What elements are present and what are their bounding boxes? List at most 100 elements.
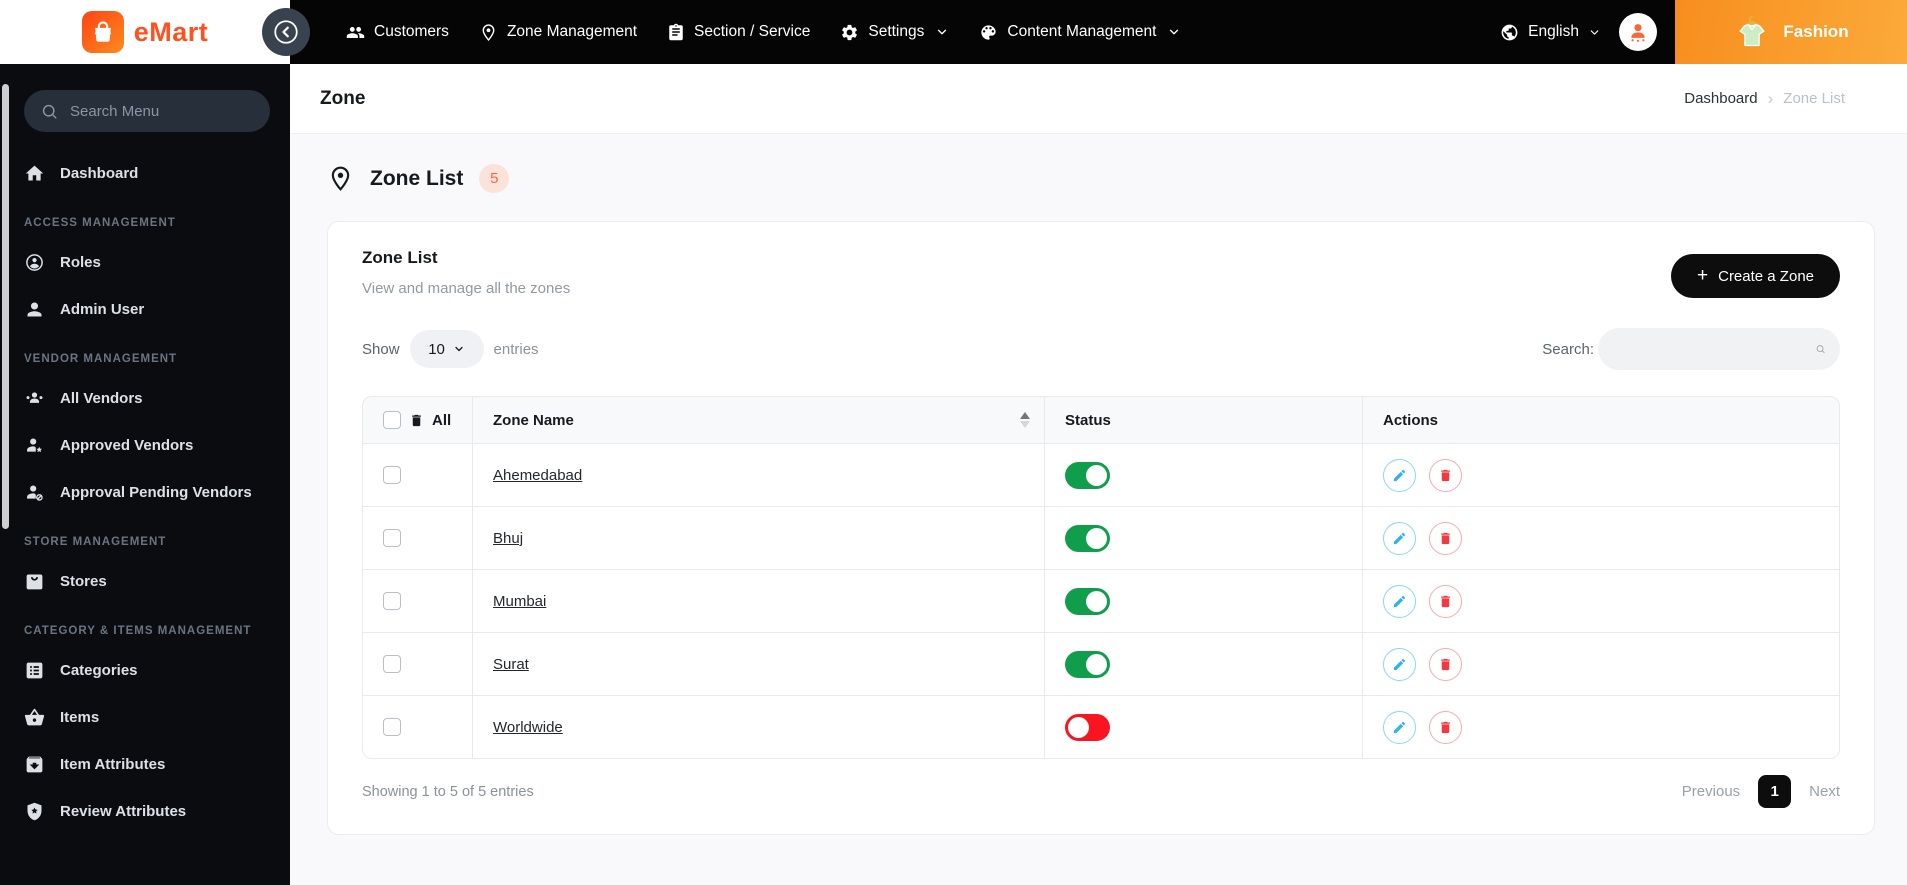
brand[interactable]: eMart (0, 0, 290, 64)
breadcrumb: Dashboard › Zone List (1684, 89, 1845, 109)
search-icon (42, 104, 57, 119)
sidebar: Dashboard ACCESS MANAGEMENT Roles Admin … (0, 64, 290, 885)
emart-logo-icon (81, 11, 124, 53)
sidebar-group-category-items: CATEGORY & ITEMS MANAGEMENT (24, 625, 252, 637)
sidebar-group-store: STORE MANAGEMENT (24, 536, 167, 548)
nav-zone-management[interactable]: Zone Management (479, 23, 637, 42)
sidebar-item-dashboard[interactable]: Dashboard (24, 150, 270, 197)
nav-label: Section / Service (694, 23, 811, 40)
search-icon (1816, 345, 1825, 354)
content-area: Zone List 5 Zone List View and manage al… (290, 134, 1907, 835)
zone-name-header[interactable]: Zone Name (473, 397, 1045, 443)
sidebar-item-label: Roles (60, 254, 101, 271)
status-toggle[interactable] (1065, 713, 1110, 741)
sidebar-item-roles[interactable]: Roles (24, 239, 270, 286)
entries-info: Showing 1 to 5 of 5 entries (362, 783, 534, 800)
nav-customers[interactable]: Customers (346, 23, 449, 42)
sidebar-item-review-attributes[interactable]: Review Attributes (24, 788, 270, 835)
sidebar-item-categories[interactable]: Categories (24, 647, 270, 694)
page-size-select[interactable]: 10 (409, 330, 484, 368)
status-toggle[interactable] (1065, 461, 1110, 489)
nav-content-management[interactable]: Content Management (979, 23, 1181, 42)
sidebar-item-label: Dashboard (60, 165, 139, 182)
sidebar-item-admin-user[interactable]: Admin User (24, 286, 270, 333)
edit-button[interactable] (1383, 710, 1416, 744)
table-search[interactable] (1598, 328, 1840, 370)
table-controls: Show 10 entries Search: (362, 328, 1840, 370)
status-toggle[interactable] (1065, 587, 1110, 615)
row-checkbox[interactable] (383, 466, 401, 484)
nav-label: Customers (374, 23, 449, 40)
table-row: Surat (363, 632, 1839, 695)
select-all-checkbox[interactable] (383, 411, 401, 429)
zone-name-link[interactable]: Surat (493, 655, 529, 673)
row-checkbox[interactable] (383, 592, 401, 610)
user-avatar[interactable] (1619, 13, 1657, 51)
sidebar-item-items[interactable]: Items (24, 694, 270, 741)
nav-label: Settings (868, 23, 925, 40)
zone-name-link[interactable]: Ahemedabad (493, 466, 583, 484)
language-selector[interactable]: English (1500, 23, 1601, 42)
row-checkbox[interactable] (383, 655, 401, 673)
entries-label: entries (493, 340, 539, 358)
person-icon (27, 302, 42, 317)
breadcrumb-dashboard[interactable]: Dashboard (1684, 90, 1758, 107)
sidebar-group-vendor: VENDOR MANAGEMENT (24, 353, 178, 365)
back-arrow-icon (274, 20, 298, 44)
sidebar-item-approved-vendors[interactable]: Approved Vendors (24, 422, 270, 469)
sidebar-search[interactable] (24, 90, 270, 132)
table-row: Mumbai (363, 569, 1839, 632)
sidebar-item-label: All Vendors (60, 390, 143, 407)
section-heading: Zone List 5 (327, 164, 1875, 193)
sidebar-scrollbar[interactable] (2, 84, 9, 529)
status-toggle[interactable] (1065, 524, 1110, 552)
store-switcher[interactable]: Fashion (1675, 0, 1907, 64)
sidebar-search-input[interactable] (70, 102, 240, 120)
delete-button[interactable] (1429, 458, 1462, 492)
next-button[interactable]: Next (1809, 783, 1840, 800)
sidebar-item-approval-pending-vendors[interactable]: Approval Pending Vendors (24, 469, 270, 516)
zone-table: All Zone Name Status Actions Ahemedabad (362, 396, 1840, 759)
previous-button[interactable]: Previous (1681, 783, 1741, 800)
delete-button[interactable] (1429, 584, 1462, 618)
edit-button[interactable] (1383, 521, 1416, 555)
edit-button[interactable] (1383, 458, 1416, 492)
trash-icon (412, 414, 421, 426)
brand-name: eMart (133, 16, 209, 47)
sidebar-item-label: Approved Vendors (60, 437, 194, 454)
page-size-value: 10 (428, 340, 445, 358)
zone-name-link[interactable]: Worldwide (493, 718, 563, 736)
sidebar-item-label: Admin User (60, 301, 145, 318)
card-subtitle: View and manage all the zones (362, 280, 571, 297)
sidebar-item-all-vendors[interactable]: All Vendors (24, 375, 270, 422)
page-number-button[interactable]: 1 (1758, 775, 1792, 808)
status-toggle[interactable] (1065, 650, 1110, 678)
store-name: Fashion (1783, 22, 1849, 41)
sidebar-item-label: Review Attributes (60, 803, 187, 820)
row-checkbox[interactable] (383, 529, 401, 547)
trash-icon (1441, 469, 1450, 481)
table-search-input[interactable] (1616, 340, 1815, 358)
pagination: Previous 1 Next (1682, 775, 1840, 808)
sidebar-item-label: Item Attributes (60, 756, 166, 773)
zone-name-link[interactable]: Mumbai (493, 592, 547, 610)
sidebar-item-stores[interactable]: Stores (24, 558, 270, 605)
section-title: Zone List (370, 166, 464, 190)
language-label: English (1528, 23, 1579, 40)
delete-button[interactable] (1429, 647, 1462, 681)
nav-settings[interactable]: Settings (840, 23, 949, 42)
chevron-down-icon (1170, 29, 1179, 35)
delete-button[interactable] (1429, 710, 1462, 744)
sort-icon[interactable] (1020, 412, 1030, 428)
sidebar-item-item-attributes[interactable]: Item Attributes (24, 741, 270, 788)
nav-section-service[interactable]: Section / Service (667, 23, 810, 41)
zone-name-link[interactable]: Bhuj (493, 529, 524, 547)
sidebar-collapse-button[interactable] (262, 8, 310, 56)
create-zone-button[interactable]: + Create a Zone (1671, 254, 1840, 298)
row-checkbox[interactable] (383, 718, 401, 736)
edit-button[interactable] (1383, 584, 1416, 618)
edit-button[interactable] (1383, 647, 1416, 681)
delete-button[interactable] (1429, 521, 1462, 555)
navbar-right: English (1500, 13, 1675, 51)
clipboard-icon (669, 23, 683, 41)
